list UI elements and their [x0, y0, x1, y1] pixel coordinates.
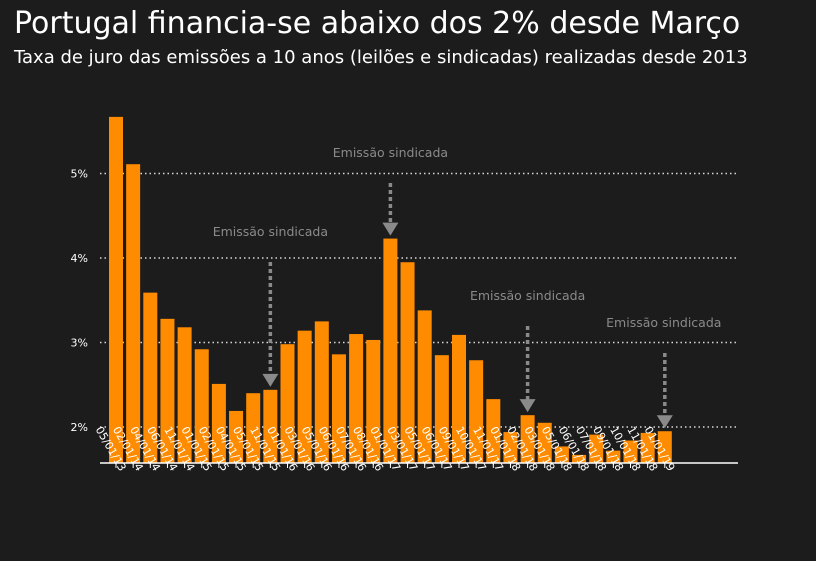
chart-subtitle: Taxa de juro das emissões a 10 anos (lei… — [14, 47, 748, 68]
y-tick-label: 2% — [71, 421, 88, 434]
bar — [572, 454, 587, 463]
annotation-label: Emissão sindicada — [333, 145, 448, 160]
bar — [417, 310, 432, 463]
annotation-arrow-head — [262, 373, 279, 387]
annotation-label: Emissão sindicada — [213, 224, 328, 239]
bar — [349, 334, 364, 463]
bar — [520, 415, 535, 463]
bar — [126, 164, 141, 463]
bar — [229, 410, 244, 463]
bar — [280, 344, 295, 463]
annotation-label: Emissão sindicada — [606, 315, 721, 330]
y-tick-label: 5% — [71, 168, 88, 181]
bar — [400, 262, 415, 463]
bar — [314, 321, 329, 463]
bar — [469, 360, 484, 463]
bar — [486, 399, 501, 463]
x-axis-labels: 05/01/1302/01/1404/01/1406/01/1411/01/14… — [93, 424, 678, 473]
bars — [109, 116, 672, 463]
bar — [160, 318, 175, 463]
y-axis-labels: 2% 3% 4% 5% — [71, 168, 88, 435]
bar — [657, 431, 672, 463]
y-tick-label: 3% — [71, 337, 88, 350]
bar — [434, 355, 449, 463]
bar — [297, 330, 312, 463]
bar — [194, 349, 209, 463]
bar — [263, 389, 278, 463]
bar — [177, 327, 192, 463]
bar — [537, 422, 552, 463]
bar — [211, 383, 226, 463]
bar — [109, 116, 123, 463]
bar — [366, 339, 381, 463]
y-tick-label: 4% — [71, 252, 88, 265]
annotation-arrow-head — [382, 222, 399, 236]
bar — [331, 354, 346, 463]
bar — [640, 432, 655, 463]
annotations: Emissão sindicada Emissão sindicada Emissã… — [213, 145, 721, 429]
bar — [589, 434, 604, 463]
bar — [143, 292, 158, 463]
x-axis-ticks — [115, 463, 666, 468]
bar — [606, 450, 621, 463]
annotation-label: Emissão sindicada — [470, 288, 585, 303]
bar — [452, 334, 466, 463]
bar — [383, 238, 398, 463]
chart-title: Portugal financia-se abaixo dos 2% desde… — [14, 6, 741, 41]
gridlines — [100, 172, 738, 428]
bar — [554, 446, 569, 463]
annotation-arrow-head — [519, 399, 536, 413]
bar — [246, 393, 261, 463]
annotation-arrow-head — [656, 415, 673, 429]
bar — [623, 440, 638, 463]
bar — [503, 432, 518, 463]
